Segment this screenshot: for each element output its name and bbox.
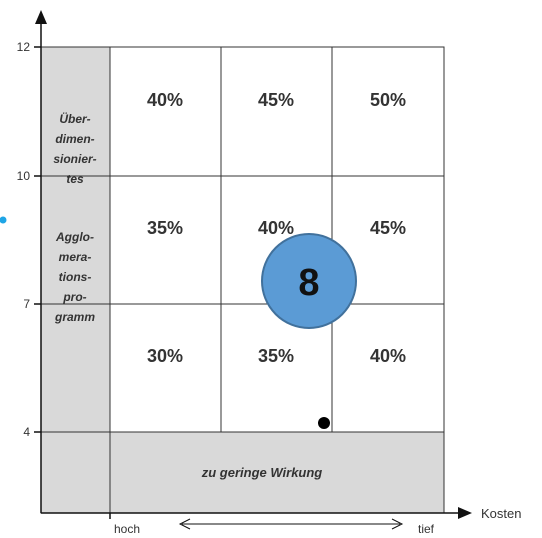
y-axis-arrowhead [35,10,47,24]
side-label-line: tes [66,172,84,186]
left-edge-dot [0,216,7,224]
side-label-line: mera- [59,250,92,264]
x-high-label: tief [418,522,435,536]
side-label-line: Agglo- [55,230,94,244]
axes [34,18,462,519]
cell-mid-middle: 40% [258,218,294,238]
low-effect-band-shade [110,432,444,513]
cell-top-left: 40% [147,90,183,110]
x-axis-label: Kosten [481,506,521,521]
cell-top-right: 50% [370,90,406,110]
cell-low-right: 40% [370,346,406,366]
y-tick-7: 7 [23,297,30,311]
position-dot [318,417,330,429]
side-label-line: pro- [62,290,86,304]
y-tick-12: 12 [17,40,31,54]
x-low-label: hoch [114,522,140,536]
cell-mid-left: 35% [147,218,183,238]
y-tick-4: 4 [23,425,30,439]
badge-number: 8 [298,262,319,304]
cell-top-middle: 45% [258,90,294,110]
y-tick-10: 10 [17,169,31,183]
side-label-line: sionier- [53,152,96,166]
x-axis-arrowhead [458,507,472,519]
side-label-line: Über- [59,111,90,126]
badge-circle [261,233,357,329]
oversized-column-shade [41,47,110,513]
side-label-line: gramm [54,310,95,324]
side-label-line: tions- [59,270,92,284]
side-label-oversized: Über- dimen- sionier- tes [53,111,96,186]
cell-low-middle: 35% [258,346,294,366]
cost-direction-arrow [178,518,404,530]
side-label-line: dimen- [55,132,94,146]
low-effect-label: zu geringe Wirkung [201,465,323,480]
side-label-agglomeration: Agglo- mera- tions- pro- gramm [54,230,95,324]
cell-mid-right: 45% [370,218,406,238]
cell-low-left: 30% [147,346,183,366]
number-badge: 8 [261,233,357,329]
